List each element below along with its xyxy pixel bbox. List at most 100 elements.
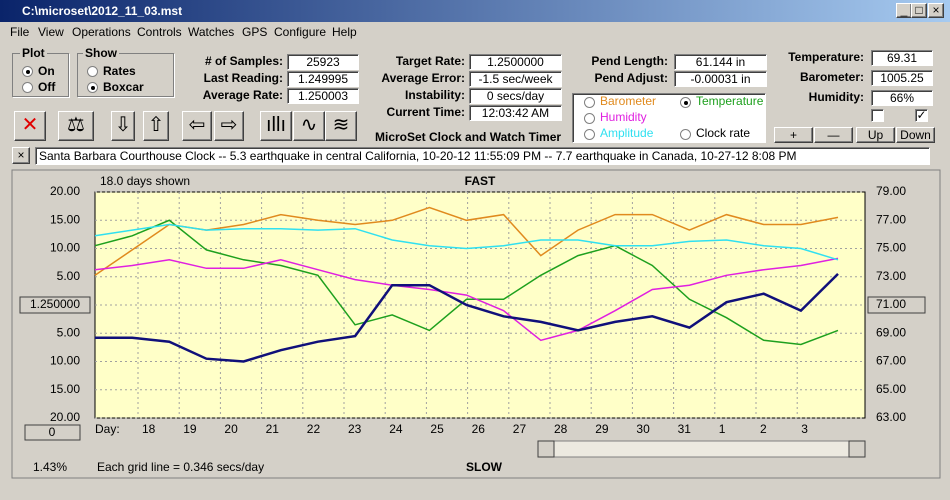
y-tick-label: 15.00: [50, 382, 80, 396]
minimize[interactable]: _: [896, 3, 912, 18]
trace-label[interactable]: Clock rate: [696, 126, 751, 140]
x-tick-label: 23: [348, 422, 362, 436]
trace-label[interactable]: Amplitude: [600, 126, 654, 140]
field-value: 61.144 in: [674, 54, 767, 70]
maximize[interactable]: □: [911, 3, 927, 18]
adjust-button[interactable]: —: [814, 127, 853, 143]
show-group: [77, 53, 174, 97]
checkbox[interactable]: ✓: [915, 108, 928, 122]
tool-button[interactable]: ⇩: [111, 111, 135, 141]
series-line: [94, 206, 839, 276]
field-label: Pend Adjust:: [594, 71, 668, 85]
adjust-button[interactable]: Down: [896, 127, 935, 143]
close[interactable]: ×: [928, 3, 944, 18]
traces-panel: [572, 93, 766, 143]
marquee: Santa Barbara Courthouse Clock -- 5.3 ea…: [35, 147, 930, 165]
checkbox[interactable]: [871, 109, 884, 122]
chart-title: FAST: [465, 174, 496, 188]
series-line: [94, 223, 839, 261]
x-tick-label: 1: [719, 422, 726, 436]
tool-button[interactable]: ⚖: [58, 111, 94, 141]
offset-label: 0: [49, 425, 56, 439]
y-tick-label: 1.250000: [30, 297, 80, 311]
field-label: Last Reading:: [203, 71, 283, 85]
menu-item[interactable]: Operations: [72, 25, 131, 39]
trace-label[interactable]: Barometer: [600, 94, 657, 108]
trace-radio[interactable]: [680, 97, 691, 108]
y-tick-label: 20.00: [50, 184, 80, 198]
x-tick-label: 29: [595, 422, 609, 436]
x-label: Day:: [95, 422, 120, 436]
x-tick-label: 25: [430, 422, 444, 436]
menu-bar: File View Operations Controls Watches GPS Conf…: [0, 22, 950, 40]
scroll-right[interactable]: [848, 440, 866, 458]
x-tick-label: 31: [678, 422, 692, 436]
field-value: 1.250003: [287, 88, 359, 104]
tool-button[interactable]: ≋: [325, 111, 357, 141]
y2-tick-label: 79.00: [876, 184, 906, 198]
field-label: Average Error:: [381, 71, 465, 85]
field-value: 1.2500000: [469, 54, 562, 70]
field-value: -0.00031 in: [674, 71, 767, 87]
trace-radio[interactable]: [584, 129, 595, 140]
field-value: 69.31: [871, 50, 933, 66]
field-label: Temperature:: [788, 50, 864, 64]
marquee-close[interactable]: ×: [12, 147, 30, 164]
x-tick-label: 28: [554, 422, 568, 436]
menu-item[interactable]: GPS: [242, 25, 268, 39]
field-value: -1.5 sec/week: [469, 71, 562, 87]
adjust-button[interactable]: +: [774, 127, 813, 143]
offset-button[interactable]: [24, 424, 81, 441]
tool-button[interactable]: ⇧: [143, 111, 169, 141]
radio[interactable]: [22, 82, 33, 93]
x-tick-label: 26: [472, 422, 486, 436]
menu-item[interactable]: Help: [332, 25, 357, 39]
radio[interactable]: [87, 82, 98, 93]
menu-item[interactable]: View: [38, 25, 64, 39]
trace-label[interactable]: Humidity: [600, 110, 647, 124]
x-tick-label: 2: [760, 422, 767, 436]
scroll-left[interactable]: [537, 440, 555, 458]
y-tick-label: 10.00: [50, 354, 80, 368]
y2-tick-label: 77.00: [876, 212, 906, 226]
radio[interactable]: [22, 66, 33, 77]
trace-radio[interactable]: [584, 113, 595, 124]
field-label: Target Rate:: [395, 54, 465, 68]
radio[interactable]: [87, 66, 98, 77]
trace-label[interactable]: Temperature: [696, 94, 764, 108]
tool-button[interactable]: ∿: [293, 111, 325, 141]
grid-note: Each grid line = 0.346 secs/day: [97, 460, 264, 474]
field-label: Pend Length:: [591, 54, 668, 68]
field-label: Humidity:: [808, 90, 864, 104]
y-tick-label: 5.00: [57, 269, 81, 283]
menu-item[interactable]: Configure: [274, 25, 327, 39]
tool-button[interactable]: ıllı: [260, 111, 292, 141]
group-label: Plot: [20, 46, 47, 60]
trace-radio[interactable]: [584, 97, 595, 108]
menu-item[interactable]: Watches: [188, 25, 235, 39]
y2-tick-label: 65.00: [876, 382, 906, 396]
trace-radio[interactable]: [680, 129, 691, 140]
adjust-button[interactable]: Up: [856, 127, 895, 143]
scrollbar[interactable]: [537, 440, 866, 458]
y2-tick-label: 69.00: [876, 325, 906, 339]
radio-label: Rates: [103, 64, 136, 78]
tool-button[interactable]: ⇦: [182, 111, 212, 141]
tool-button[interactable]: ⇨: [214, 111, 244, 141]
field-label: Barometer:: [799, 70, 864, 84]
x-tick-label: 19: [183, 422, 197, 436]
y2-button[interactable]: [867, 296, 926, 314]
field-label: Instability:: [404, 88, 465, 102]
menu-item[interactable]: File: [10, 25, 30, 39]
radio-label: On: [38, 64, 55, 78]
menu-item[interactable]: Controls: [137, 25, 182, 39]
x-tick-label: 21: [266, 422, 280, 436]
y2-tick-label: 75.00: [876, 241, 906, 255]
y2-tick-label: 71.00: [876, 297, 906, 311]
rate-button[interactable]: [19, 296, 91, 314]
percent: 1.43%: [33, 460, 67, 474]
program-name: MicroSet Clock and Watch Timer: [375, 130, 562, 144]
radio-label: Off: [38, 80, 56, 94]
tool-button[interactable]: ✕: [14, 111, 46, 141]
